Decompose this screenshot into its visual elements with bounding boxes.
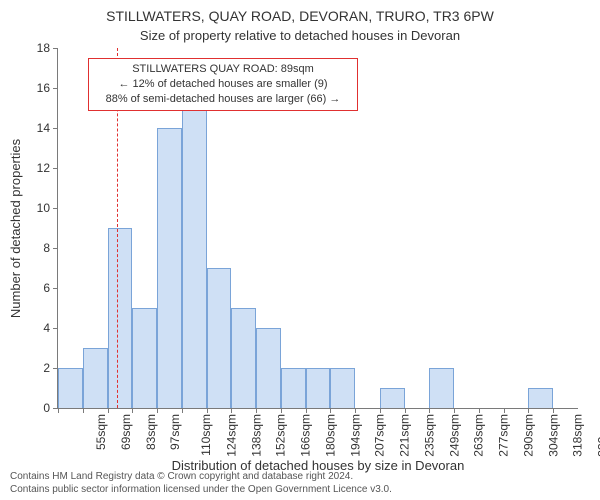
histogram-bar	[330, 368, 355, 408]
annotation-line-2: ← 12% of detached houses are smaller (9)	[95, 77, 351, 92]
x-tick-label: 83sqm	[144, 414, 158, 450]
x-tick-label: 138sqm	[249, 414, 263, 457]
y-tick-label: 18	[37, 41, 58, 55]
histogram-bar	[231, 308, 256, 408]
histogram-bar	[157, 128, 182, 408]
x-tick	[553, 408, 554, 413]
y-tick-label: 8	[43, 241, 58, 255]
x-tick	[83, 408, 84, 413]
x-tick-label: 290sqm	[522, 414, 536, 457]
x-tick-label: 166sqm	[299, 414, 313, 457]
x-tick-label: 332sqm	[596, 414, 600, 457]
y-tick-label: 0	[43, 401, 58, 415]
x-tick-label: 55sqm	[94, 414, 108, 450]
x-tick-label: 249sqm	[447, 414, 461, 457]
footer-line-1: Contains HM Land Registry data © Crown c…	[10, 470, 392, 483]
x-tick	[231, 408, 232, 413]
histogram-bar	[528, 388, 553, 408]
chart-title-sub: Size of property relative to detached ho…	[0, 28, 600, 43]
histogram-bar	[256, 328, 281, 408]
plot-area: 02468101214161855sqm69sqm83sqm97sqm110sq…	[58, 48, 578, 408]
y-axis-title: Number of detached properties	[8, 48, 24, 408]
y-tick-label: 6	[43, 281, 58, 295]
x-tick	[108, 408, 109, 413]
histogram-bar	[380, 388, 405, 408]
x-tick	[405, 408, 406, 413]
y-tick-label: 16	[37, 81, 58, 95]
y-tick-label: 12	[37, 161, 58, 175]
x-tick	[207, 408, 208, 413]
x-axis-line	[58, 408, 578, 409]
x-tick	[479, 408, 480, 413]
x-tick-label: 97sqm	[168, 414, 182, 450]
footer-attribution: Contains HM Land Registry data © Crown c…	[10, 470, 392, 496]
x-tick-label: 180sqm	[324, 414, 338, 457]
y-tick-label: 14	[37, 121, 58, 135]
y-axis-title-text: Number of detached properties	[9, 138, 24, 317]
x-tick-label: 318sqm	[571, 414, 585, 457]
annotation-line-3: 88% of semi-detached houses are larger (…	[95, 92, 351, 107]
chart-title-main: STILLWATERS, QUAY ROAD, DEVORAN, TRURO, …	[0, 8, 600, 24]
x-tick	[355, 408, 356, 413]
x-tick	[429, 408, 430, 413]
histogram-bar	[306, 368, 331, 408]
annotation-line-1: STILLWATERS QUAY ROAD: 89sqm	[95, 62, 351, 77]
histogram-bar	[182, 88, 207, 408]
histogram-bar	[429, 368, 454, 408]
x-tick	[504, 408, 505, 413]
x-tick-label: 235sqm	[423, 414, 437, 457]
x-tick	[281, 408, 282, 413]
x-tick	[380, 408, 381, 413]
x-tick-label: 124sqm	[225, 414, 239, 457]
x-tick	[132, 408, 133, 413]
y-tick-label: 4	[43, 321, 58, 335]
property-annotation: STILLWATERS QUAY ROAD: 89sqm← 12% of det…	[88, 58, 358, 111]
x-tick	[157, 408, 158, 413]
footer-line-2: Contains public sector information licen…	[10, 483, 392, 496]
plot-inner: 02468101214161855sqm69sqm83sqm97sqm110sq…	[58, 48, 578, 408]
histogram-bar	[58, 368, 83, 408]
x-tick	[58, 408, 59, 413]
x-tick-label: 221sqm	[398, 414, 412, 457]
histogram-bar	[207, 268, 232, 408]
x-tick	[256, 408, 257, 413]
histogram-bar	[281, 368, 306, 408]
x-tick	[182, 408, 183, 413]
x-tick	[306, 408, 307, 413]
chart-container: STILLWATERS, QUAY ROAD, DEVORAN, TRURO, …	[0, 0, 600, 500]
x-tick-label: 304sqm	[546, 414, 560, 457]
x-tick-label: 152sqm	[274, 414, 288, 457]
x-tick-label: 110sqm	[199, 414, 213, 456]
x-tick-label: 263sqm	[472, 414, 486, 457]
histogram-bar	[132, 308, 157, 408]
histogram-bar	[108, 228, 133, 408]
x-tick	[528, 408, 529, 413]
y-tick-label: 10	[37, 201, 58, 215]
x-tick-label: 194sqm	[348, 414, 362, 457]
x-tick-label: 277sqm	[497, 414, 511, 457]
x-tick-label: 69sqm	[119, 414, 133, 450]
y-tick-label: 2	[43, 361, 58, 375]
x-tick	[330, 408, 331, 413]
y-axis-line	[57, 48, 58, 408]
x-tick	[454, 408, 455, 413]
histogram-bar	[83, 348, 108, 408]
x-tick-label: 207sqm	[373, 414, 387, 457]
